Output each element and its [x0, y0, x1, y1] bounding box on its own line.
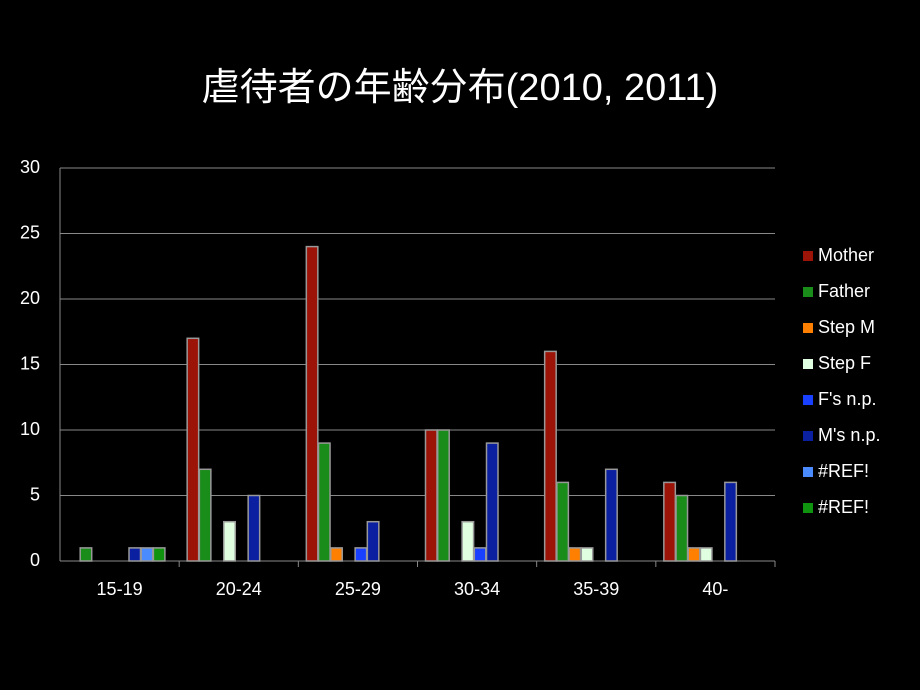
- y-tick-label: 25: [20, 222, 40, 242]
- legend-swatch: [803, 431, 813, 441]
- bar: [687, 547, 701, 562]
- bar: [724, 481, 738, 562]
- bar: [663, 481, 677, 562]
- bar: [329, 547, 343, 562]
- x-tick-label: 35-39: [573, 579, 619, 599]
- y-tick-label: 5: [30, 484, 40, 504]
- legend-swatch: [803, 251, 813, 261]
- bar: [675, 494, 689, 562]
- legend-swatch: [803, 467, 813, 477]
- bar: [485, 442, 499, 562]
- y-tick-label: 15: [20, 353, 40, 373]
- bar: [604, 468, 618, 562]
- legend-swatch: [803, 395, 813, 405]
- bar: [424, 429, 438, 562]
- legend-label: Mother: [818, 245, 874, 265]
- y-tick-label: 30: [20, 157, 40, 177]
- bar: [198, 468, 212, 562]
- legend-swatch: [803, 287, 813, 297]
- y-tick-label: 10: [20, 419, 40, 439]
- chart-title: 虐待者の年齢分布(2010, 2011): [202, 67, 719, 109]
- y-tick-label: 0: [30, 550, 40, 570]
- legend-label: F's n.p.: [818, 389, 876, 409]
- x-tick-label: 20-24: [216, 579, 262, 599]
- x-tick-label: 40-: [702, 579, 728, 599]
- legend-label: #REF!: [818, 461, 869, 481]
- bar: [317, 442, 331, 562]
- bar: [152, 547, 166, 562]
- bar: [580, 547, 594, 562]
- bar: [436, 429, 450, 562]
- bar: [473, 547, 487, 562]
- bar: [305, 245, 319, 562]
- x-tick-label: 30-34: [454, 579, 500, 599]
- legend-swatch: [803, 323, 813, 333]
- legend-swatch: [803, 503, 813, 513]
- bar: [568, 547, 582, 562]
- bar: [140, 547, 154, 562]
- legend-label: Step M: [818, 317, 875, 337]
- bar: [461, 520, 475, 562]
- legend-label: Step F: [818, 353, 871, 373]
- legend-swatch: [803, 359, 813, 369]
- bar: [223, 520, 237, 562]
- legend-label: Father: [818, 281, 870, 301]
- bar: [699, 547, 713, 562]
- bar: [354, 547, 368, 562]
- bar: [79, 547, 93, 562]
- bar: [128, 547, 142, 562]
- bar: [543, 350, 557, 562]
- legend-label: M's n.p.: [818, 425, 880, 445]
- x-tick-label: 25-29: [335, 579, 381, 599]
- bar: [366, 520, 380, 562]
- bar: [247, 494, 261, 562]
- legend-label: #REF!: [818, 497, 869, 517]
- bar: [556, 481, 570, 562]
- x-tick-label: 15-19: [97, 579, 143, 599]
- y-tick-label: 20: [20, 288, 40, 308]
- bar: [186, 337, 200, 562]
